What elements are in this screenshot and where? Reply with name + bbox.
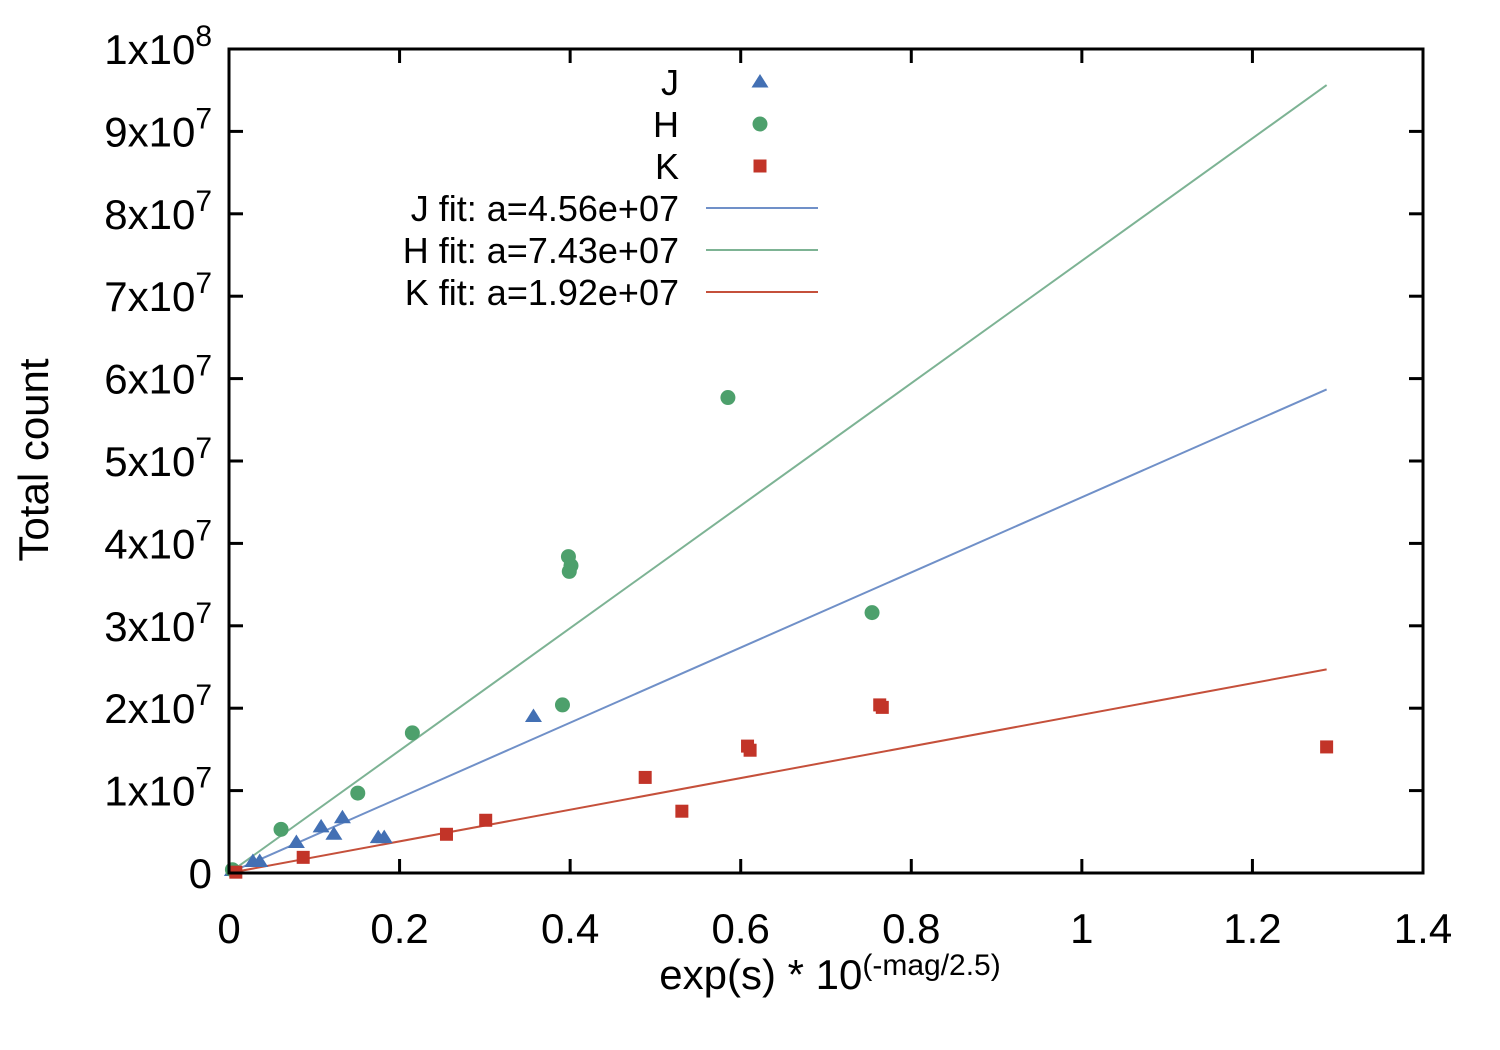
y-tick-label: 3x107: [104, 597, 212, 650]
y-axis-title: Total count: [10, 358, 57, 562]
data-point: [439, 827, 453, 841]
data-point: [720, 390, 736, 406]
data-point: [675, 804, 689, 818]
legend-label: K: [655, 146, 679, 187]
y-tick-label: 1x107: [104, 762, 212, 815]
y-tick-label: 5x107: [104, 432, 212, 485]
legend-marker: [753, 159, 767, 173]
x-tick-label: 0.2: [370, 905, 428, 952]
data-point: [524, 708, 542, 722]
legend-entry-K: K: [655, 146, 767, 187]
legend-marker: [751, 74, 769, 88]
x-tick-label: 0.4: [541, 905, 599, 952]
legend-entry-K-fit: K fit: a=1.92e+07: [405, 272, 818, 313]
data-point: [333, 809, 351, 824]
data-point: [638, 770, 652, 784]
data-point: [743, 743, 757, 757]
x-tick-label: 0.8: [882, 905, 940, 952]
x-axis-title-superscript: (-mag/2.5): [862, 949, 1001, 982]
legend-label: J fit: a=4.56e+07: [411, 188, 679, 229]
fit-lines: [228, 84, 1328, 874]
y-tick-label: 8x107: [104, 185, 212, 238]
data-point: [325, 826, 343, 840]
legend-entry-J-fit: J fit: a=4.56e+07: [411, 188, 818, 229]
x-tick-label: 1.4: [1394, 905, 1452, 952]
data-point: [561, 563, 577, 579]
series-H-points: [224, 390, 880, 878]
x-axis-ticks: 0 0.2 0.4 0.6 0.8 1 1.2 1.4: [217, 49, 1452, 952]
data-point: [296, 850, 310, 864]
legend-label: H fit: a=7.43e+07: [403, 230, 679, 271]
legend-label: J: [661, 62, 679, 103]
x-tick-label: 1: [1070, 905, 1093, 952]
x-tick-label: 0.6: [712, 905, 770, 952]
y-tick-label: 2x107: [104, 679, 212, 732]
y-axis-ticks: 0 1x107 2x107 3x107 4x107 5x107 6x107 7x107 8x10…: [104, 20, 1423, 897]
legend-marker: [752, 116, 768, 132]
data-point: [273, 821, 289, 837]
fit-line-K: [228, 668, 1327, 874]
y-tick-label: 7x107: [104, 267, 212, 320]
x-tick-label: 0: [217, 905, 240, 952]
data-point: [287, 834, 305, 849]
legend-entry-J: J: [661, 62, 769, 103]
data-point: [375, 829, 393, 844]
legend-label: K fit: a=1.92e+07: [405, 272, 679, 313]
data-point: [350, 785, 366, 801]
legend-entry-H-fit: H fit: a=7.43e+07: [403, 230, 818, 271]
x-axis-title: exp(s) * 10(-mag/2.5): [659, 951, 1000, 999]
x-tick-label: 1.2: [1223, 905, 1281, 952]
legend-label: H: [653, 104, 679, 145]
plot-border: [227, 47, 1425, 875]
data-point: [404, 725, 420, 741]
data-point: [554, 697, 570, 713]
data-point: [1320, 740, 1334, 754]
y-tick-label: 6x107: [104, 350, 212, 403]
fit-line-H: [228, 84, 1328, 874]
series-K-points: [229, 698, 1334, 879]
y-tick-label: 9x107: [104, 102, 212, 155]
y-tick-label: 4x107: [104, 514, 212, 567]
data-point: [875, 700, 889, 714]
x-axis-title-base: exp(s) * 10: [659, 951, 863, 998]
y-tick-label: 0: [189, 850, 212, 897]
data-point: [251, 853, 269, 867]
data-point: [312, 818, 330, 833]
data-point: [864, 605, 880, 621]
legend-entry-H: H: [653, 104, 768, 145]
series-J-points: [223, 708, 542, 877]
fit-line-J: [228, 388, 1328, 874]
y-tick-label: 1x108: [104, 20, 212, 73]
data-point: [479, 813, 493, 827]
